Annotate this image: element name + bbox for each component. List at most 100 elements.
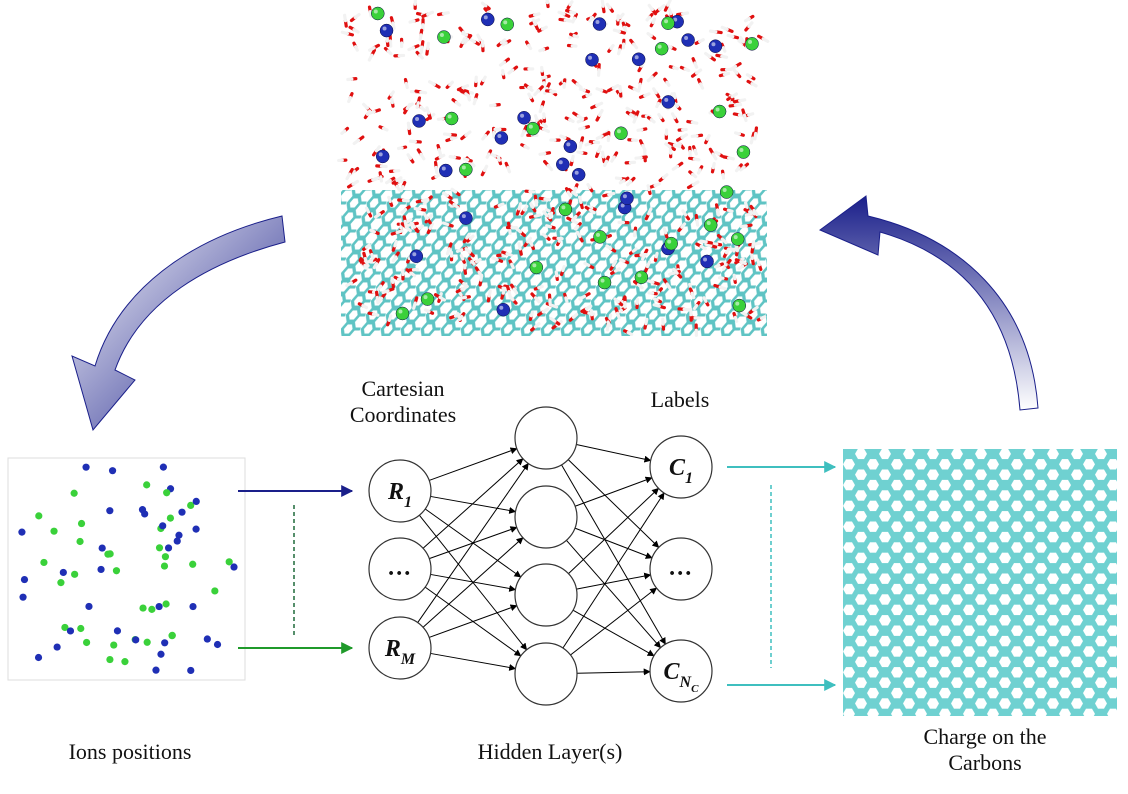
ion-highlight: [703, 257, 707, 261]
water-bond: [620, 14, 623, 17]
water-bond: [383, 291, 388, 293]
water-bond: [399, 181, 404, 182]
water-bond: [474, 99, 475, 103]
water-bond: [694, 159, 699, 160]
water-bond: [701, 246, 705, 248]
water-bond: [509, 292, 510, 296]
simulation-snapshot: [339, 0, 768, 336]
water-bond: [447, 249, 449, 254]
water-bond: [753, 242, 754, 247]
ion-dot: [162, 553, 169, 560]
water-bond: [391, 92, 393, 95]
ion-dot: [71, 490, 78, 497]
water-bond: [381, 177, 382, 181]
water-bond: [531, 204, 533, 207]
water-bond: [570, 120, 573, 122]
water-bond: [670, 273, 675, 274]
water-bond: [580, 296, 585, 299]
water-bond: [762, 317, 765, 319]
ion-sphere: [380, 24, 393, 37]
water-bond: [425, 310, 429, 312]
ion-highlight: [707, 221, 711, 225]
water-bond: [607, 4, 609, 7]
water-bond: [654, 89, 656, 93]
ion-dot: [156, 603, 163, 610]
water-bond: [574, 36, 577, 37]
curved-arrow-left: [72, 216, 285, 430]
ion-dot: [187, 667, 194, 674]
water-bond: [529, 88, 532, 91]
water-bond: [664, 175, 667, 178]
water-bond: [588, 185, 590, 188]
water-bond: [531, 312, 532, 316]
water-bond: [540, 154, 545, 155]
water-bond: [701, 241, 706, 242]
ion-sphere: [632, 53, 645, 66]
water-bond: [613, 86, 618, 88]
hidden-node-0: [515, 407, 577, 469]
water-bond: [590, 18, 593, 21]
water-bond: [491, 154, 496, 156]
ion-dot: [57, 579, 64, 586]
water-bond: [428, 43, 429, 48]
water-bond: [651, 120, 654, 122]
ion-dot: [193, 498, 200, 505]
water-bond: [754, 307, 758, 310]
hidden-layers-caption: Hidden Layer(s): [430, 739, 670, 765]
water-bond: [751, 138, 752, 143]
cartesian-line1: Cartesian: [318, 376, 488, 402]
water-bond: [627, 108, 631, 110]
water-bond: [566, 298, 567, 302]
water-bond: [628, 182, 631, 185]
ion-dot: [165, 544, 172, 551]
water-bond: [656, 253, 657, 257]
water-bond: [508, 168, 510, 172]
ion-dot: [21, 576, 28, 583]
water-bond: [636, 158, 641, 159]
water-bond: [571, 12, 575, 13]
water-bond: [746, 19, 750, 21]
water-bond: [707, 136, 709, 139]
water-bond: [727, 249, 729, 253]
ion-dot: [19, 594, 26, 601]
ion-sphere: [439, 164, 452, 177]
water-bond: [739, 266, 743, 268]
ion-dot: [161, 639, 168, 646]
water-bond: [405, 221, 406, 226]
water-bond: [611, 46, 613, 49]
ion-highlight: [532, 263, 536, 267]
ion-sphere: [410, 250, 423, 263]
water-bond: [692, 136, 697, 137]
water-bond: [693, 174, 696, 176]
water-bond: [556, 272, 557, 276]
ion-highlight: [520, 114, 524, 118]
water-bond: [368, 261, 372, 262]
water-bond: [720, 287, 725, 289]
water-bond: [763, 39, 768, 42]
water-bond: [367, 208, 369, 212]
water-bond: [349, 98, 351, 102]
water-bond: [578, 152, 582, 153]
ion-sphere: [737, 146, 750, 159]
water-bond: [356, 47, 358, 50]
water-bond: [605, 161, 607, 165]
water-bond: [597, 89, 602, 91]
water-bond: [383, 128, 386, 130]
water-bond: [373, 314, 377, 315]
water-bond: [736, 133, 740, 134]
ion-highlight: [497, 134, 501, 138]
water-bond: [635, 232, 636, 236]
water-bond: [586, 306, 590, 309]
curved-arrow-right: [820, 196, 1038, 410]
water-bond: [609, 193, 614, 194]
water-bond: [458, 250, 462, 252]
water-bond: [574, 188, 575, 192]
edge-hidden-output: [577, 672, 650, 674]
water-bond: [729, 158, 734, 159]
cartesian-line2: Coordinates: [318, 402, 488, 428]
water-bond: [397, 178, 401, 181]
water-bond: [499, 204, 503, 206]
ion-sphere: [713, 105, 726, 118]
water-bond: [450, 82, 453, 85]
